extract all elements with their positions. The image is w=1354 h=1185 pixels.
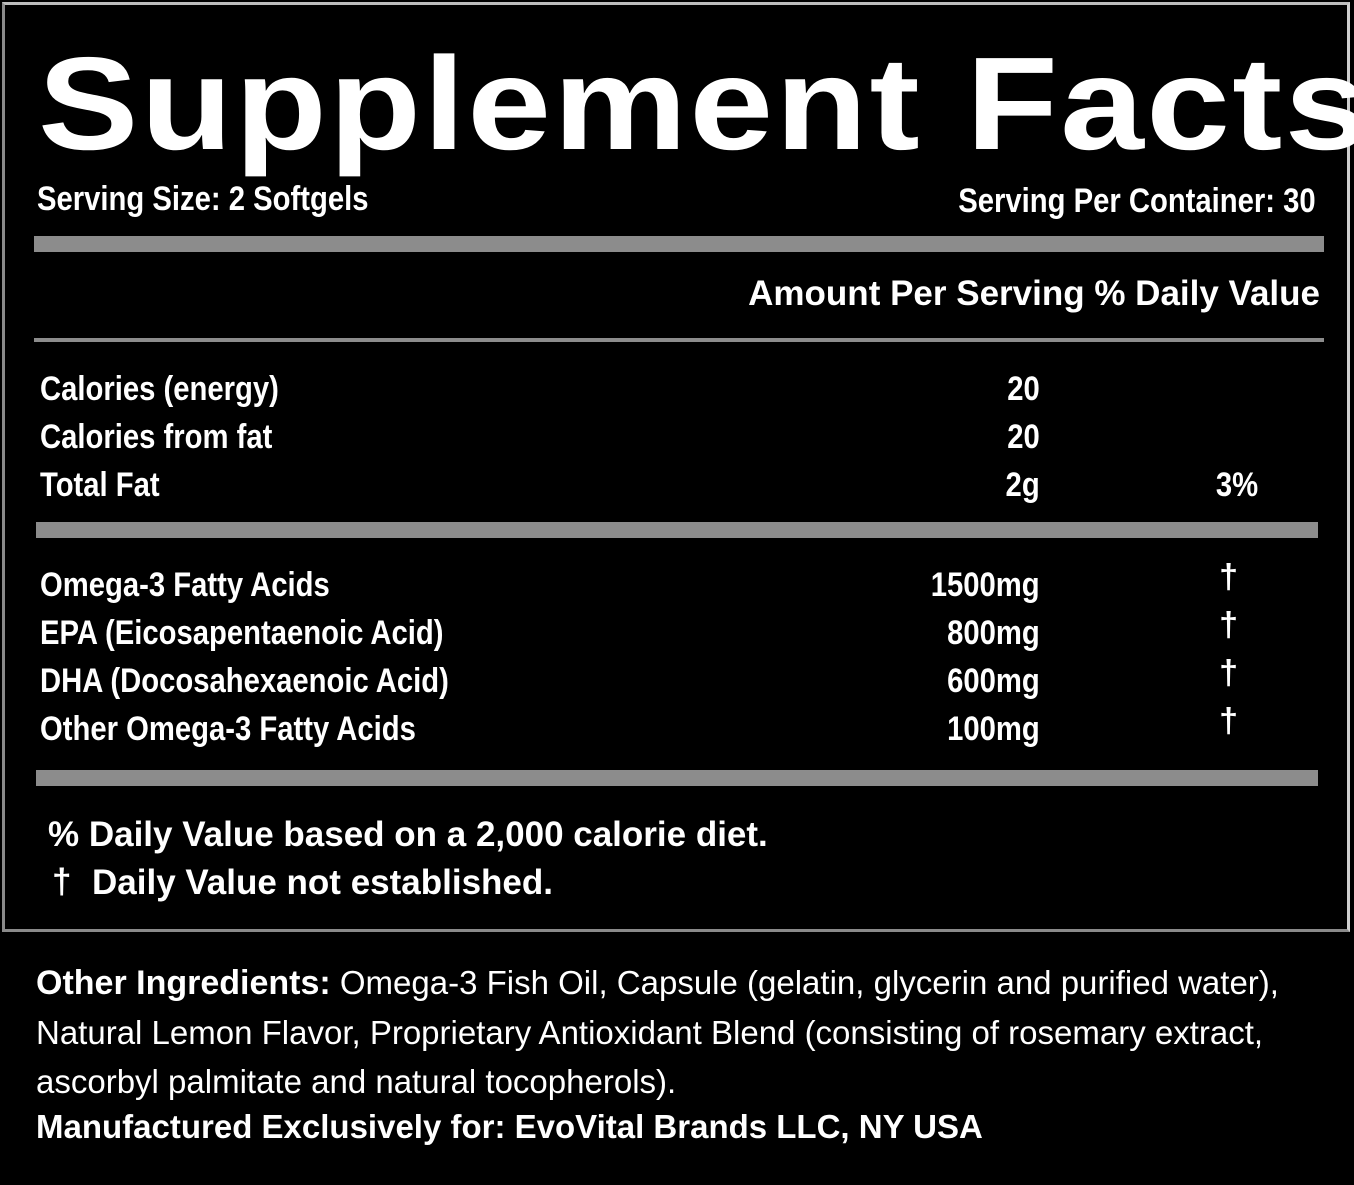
nutrient-name: Calories (energy): [40, 370, 279, 408]
nutrient-daily-value: 3%: [1215, 466, 1258, 504]
divider-thick: [36, 522, 1318, 538]
nutrient-daily-value: †: [1219, 654, 1238, 692]
nutrient-amount: 2g: [1005, 466, 1040, 504]
nutrient-name: EPA (Eicosapentaenoic Acid): [40, 614, 444, 652]
column-header: Amount Per Serving % Daily Value: [748, 274, 1320, 313]
footnote-dagger: Daily Value not established.: [92, 863, 553, 902]
other-ingredients: Other Ingredients: Omega-3 Fish Oil, Cap…: [36, 958, 1296, 1106]
nutrient-amount: 100mg: [947, 710, 1040, 748]
nutrient-daily-value: †: [1219, 558, 1238, 596]
footnote-dagger-symbol: †: [52, 862, 72, 901]
supplement-facts-panel: [2, 2, 1350, 932]
nutrient-name: DHA (Docosahexaenoic Acid): [40, 662, 449, 700]
nutrient-name: Calories from fat: [40, 418, 273, 456]
other-ingredients-text: Omega-3 Fish Oil, Capsule (gelatin, glyc…: [36, 964, 1279, 1100]
nutrient-amount: 800mg: [947, 614, 1040, 652]
nutrient-amount: 600mg: [947, 662, 1040, 700]
nutrient-name: Other Omega-3 Fatty Acids: [40, 710, 416, 748]
divider-thick: [34, 236, 1324, 252]
divider-thin: [34, 338, 1324, 342]
footnote-daily-value: % Daily Value based on a 2,000 calorie d…: [48, 815, 768, 854]
nutrient-amount: 20: [1007, 418, 1040, 456]
serving-size: Serving Size: 2 Softgels: [37, 180, 369, 218]
other-ingredients-label: Other Ingredients:: [36, 964, 331, 1002]
divider-thick: [36, 770, 1318, 786]
nutrient-daily-value: †: [1219, 702, 1238, 740]
nutrient-amount: 1500mg: [931, 566, 1040, 604]
nutrient-name: Total Fat: [40, 466, 160, 504]
panel-title: Supplement Facts: [38, 30, 1354, 177]
nutrient-name: Omega-3 Fatty Acids: [40, 566, 330, 604]
servings-per-container: Serving Per Container: 30: [958, 182, 1316, 220]
manufacturer: Manufactured Exclusively for: EvoVital B…: [36, 1108, 983, 1145]
nutrient-daily-value: †: [1219, 606, 1238, 644]
nutrient-amount: 20: [1007, 370, 1040, 408]
